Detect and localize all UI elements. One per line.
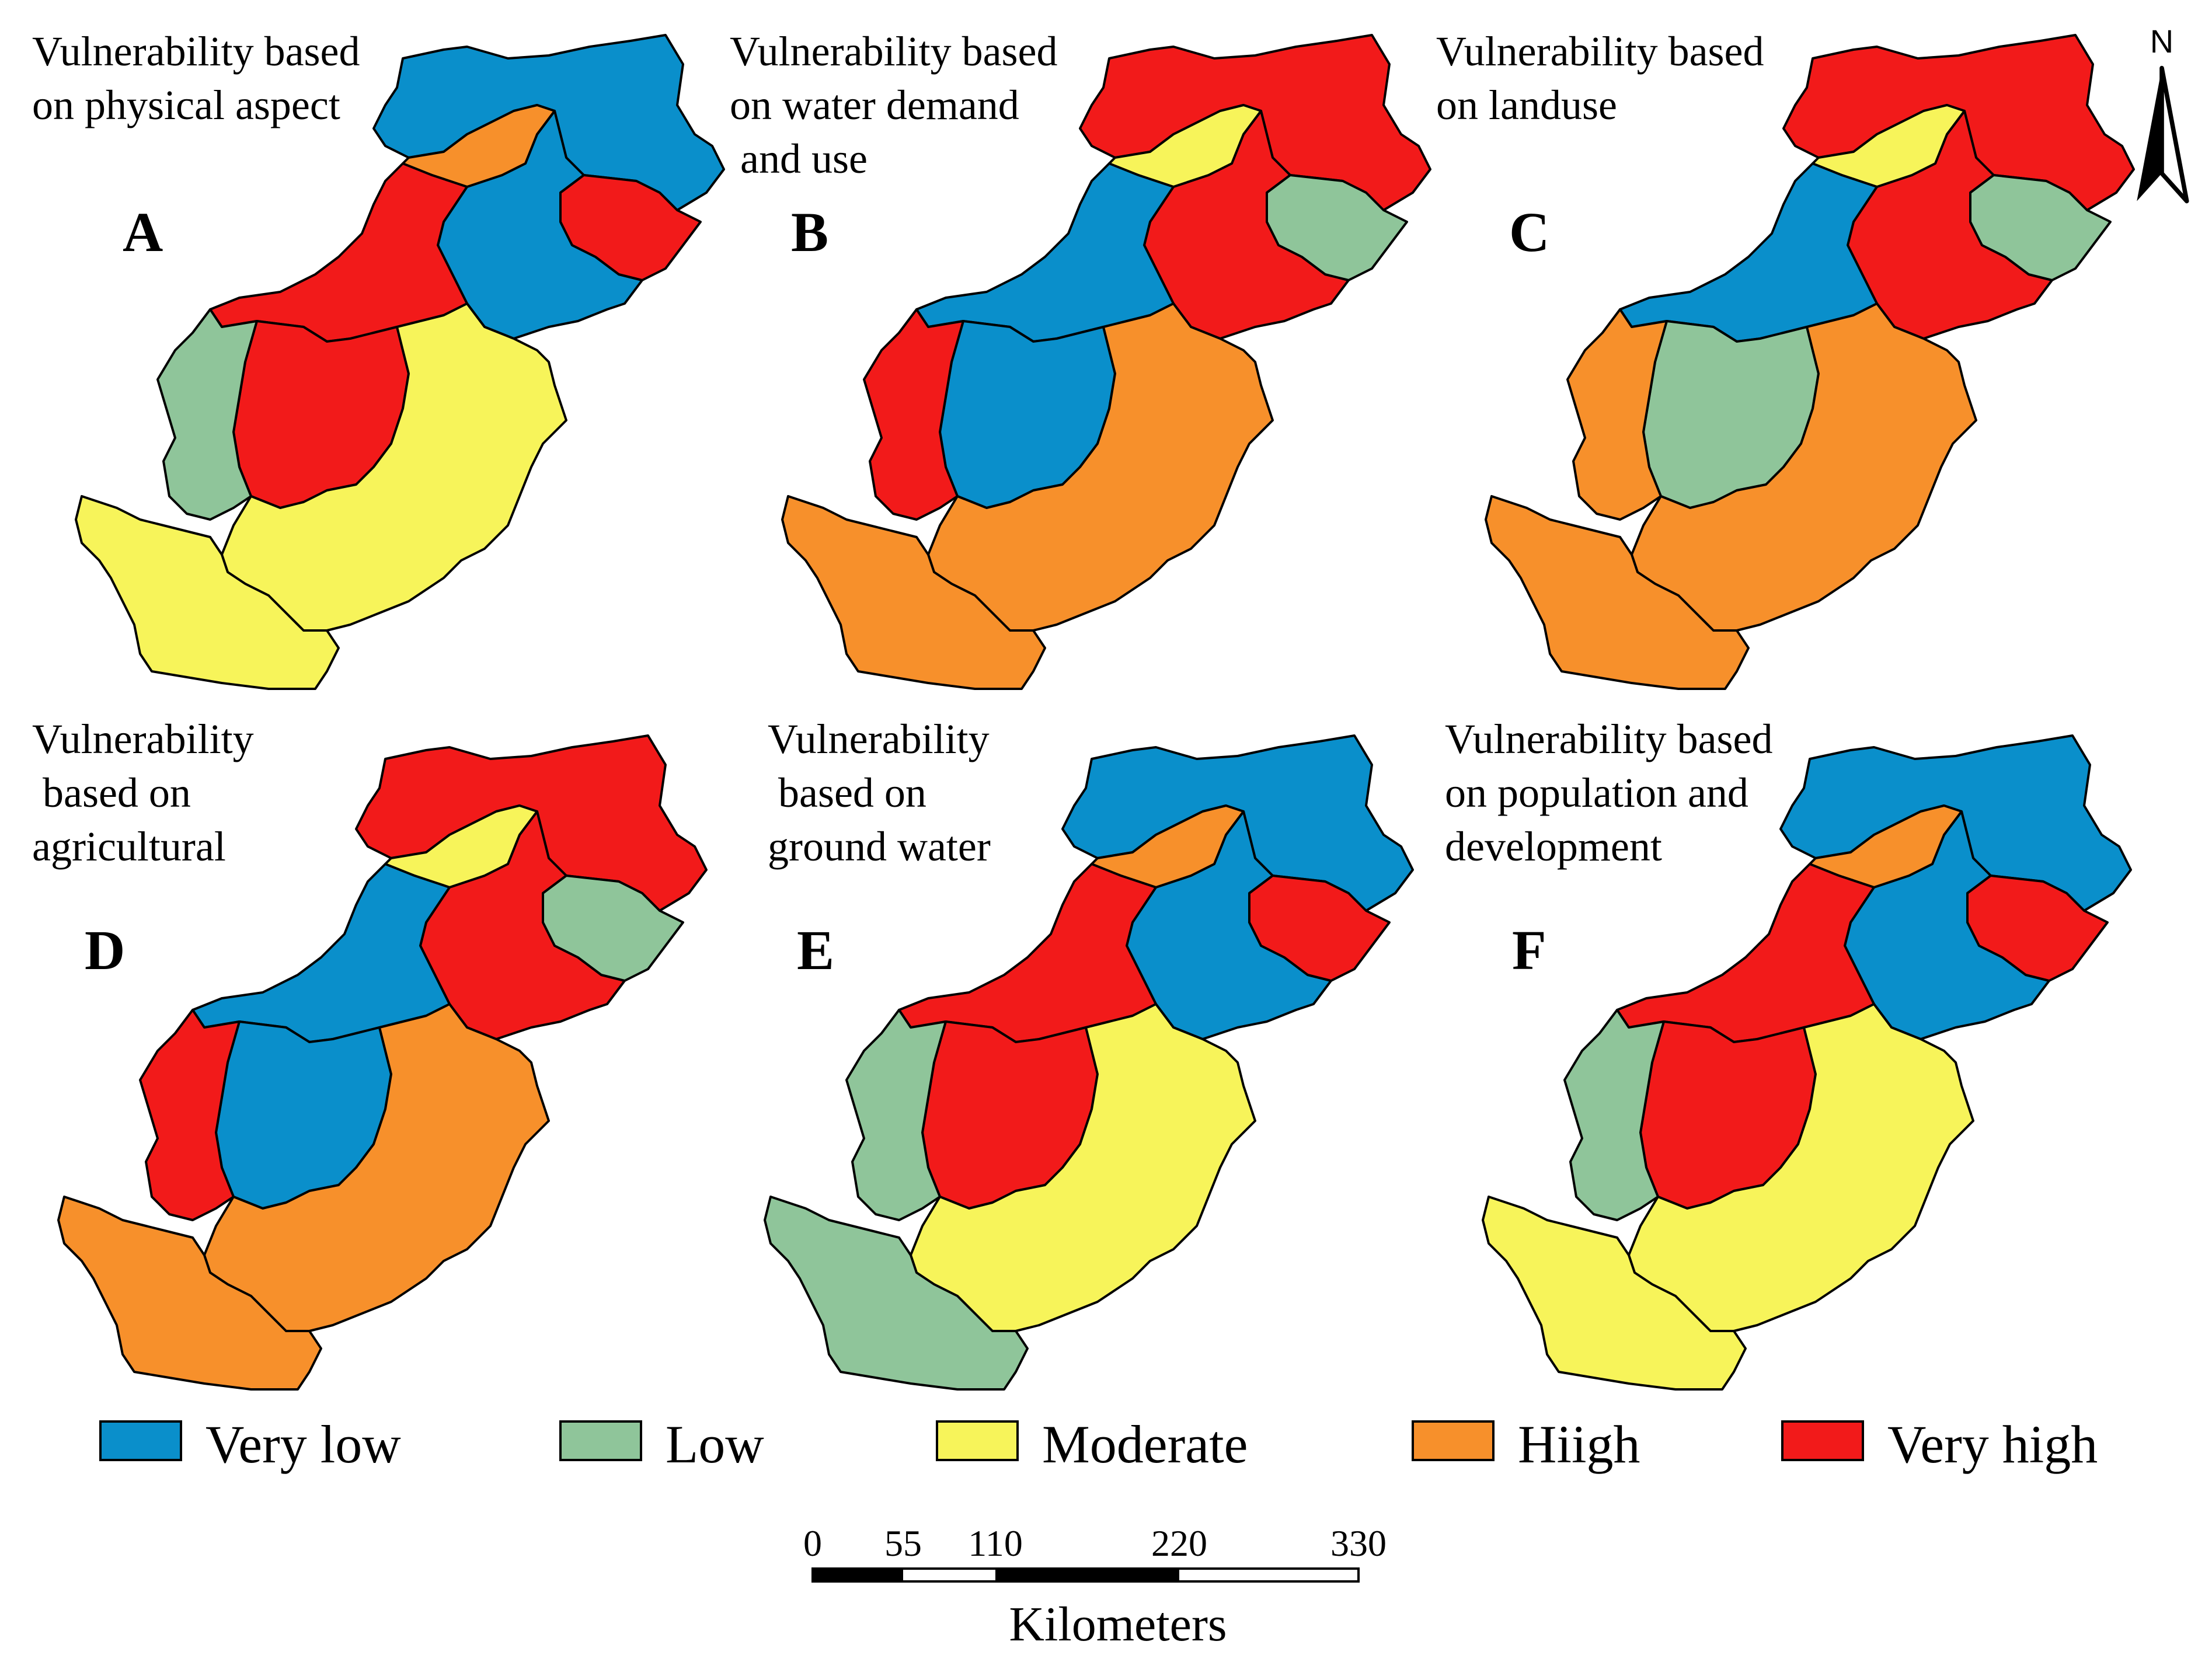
panel-b: Vulnerability based on water demand and u… bbox=[730, 28, 1431, 690]
panel-d: Vulnerability based on agricultural D bbox=[32, 716, 708, 1391]
district-south-east bbox=[927, 302, 1274, 632]
district-south-west bbox=[1485, 495, 1750, 690]
panel-title-line: Vulnerability bbox=[32, 716, 254, 762]
district-west-strip bbox=[139, 1009, 241, 1221]
district-mid bbox=[898, 863, 1157, 1043]
legend-label-high: Hiigh bbox=[1518, 1414, 1640, 1474]
panel-c-letter: C bbox=[1509, 201, 1549, 263]
district-east bbox=[1248, 874, 1391, 982]
panel-a-map bbox=[75, 34, 725, 690]
district-south-east bbox=[203, 1003, 550, 1332]
north-arrow: N bbox=[2137, 23, 2187, 201]
panel-title-line: development bbox=[1445, 823, 1662, 870]
district-mid bbox=[191, 863, 451, 1043]
district-south-west bbox=[1482, 1196, 1747, 1391]
scale-tick-label: 0 bbox=[803, 1522, 822, 1564]
panel-f-map bbox=[1482, 734, 2132, 1391]
district-mid bbox=[1616, 863, 1875, 1043]
panel-f: Vulnerability based on population and deve… bbox=[1445, 716, 2132, 1391]
panel-title-line: ground water bbox=[768, 823, 991, 870]
panel-d-map bbox=[57, 734, 708, 1391]
legend-label-very-low: Very low bbox=[205, 1414, 401, 1474]
panel-c-title: Vulnerability based on landuse bbox=[1436, 28, 1764, 128]
panel-title-line: Vulnerability based bbox=[1445, 716, 1773, 762]
legend-label-low: Low bbox=[666, 1414, 764, 1474]
scale-bar-segment bbox=[995, 1569, 1179, 1581]
district-mid bbox=[1619, 162, 1878, 343]
legend-swatch-very-low bbox=[99, 1420, 182, 1461]
panel-b-letter: B bbox=[791, 201, 828, 263]
scale-tick-label: 330 bbox=[1330, 1522, 1387, 1564]
legend-swatch-very-high bbox=[1781, 1420, 1864, 1461]
panel-e-title: Vulnerability based on ground water bbox=[768, 716, 991, 870]
scale-tick-label: 220 bbox=[1151, 1522, 1207, 1564]
panel-e-map bbox=[764, 734, 1414, 1391]
district-east bbox=[1966, 874, 2109, 982]
scale-tick-label: 110 bbox=[968, 1522, 1023, 1564]
district-mid bbox=[209, 162, 468, 343]
panel-title-line: Vulnerability based bbox=[32, 28, 360, 75]
panel-title-line: and use bbox=[730, 135, 868, 182]
legend-swatch-high bbox=[1412, 1420, 1495, 1461]
district-south-west bbox=[764, 1196, 1029, 1391]
panel-title-line: Vulnerability bbox=[768, 716, 990, 762]
district-south-west bbox=[75, 495, 340, 690]
district-east bbox=[1266, 174, 1408, 281]
district-west-strip bbox=[1566, 308, 1668, 521]
panel-a-title: Vulnerability based on physical aspect bbox=[32, 28, 360, 128]
panel-c: Vulnerability based on landuse C bbox=[1436, 28, 2135, 690]
district-south-east bbox=[910, 1003, 1256, 1332]
district-west-strip bbox=[845, 1009, 947, 1221]
district-east bbox=[542, 874, 684, 982]
north-arrow-icon bbox=[2137, 68, 2187, 201]
district-south-west bbox=[57, 1196, 322, 1391]
scale-tick-label: 55 bbox=[884, 1522, 922, 1564]
panel-title-line: on landuse bbox=[1436, 82, 1617, 128]
panel-e-letter: E bbox=[797, 919, 834, 981]
district-south-east bbox=[1628, 1003, 1974, 1332]
district-south-west bbox=[781, 495, 1046, 690]
panel-title-line: based on bbox=[32, 769, 191, 816]
district-east bbox=[559, 174, 702, 281]
panel-d-title: Vulnerability based on agricultural bbox=[32, 716, 254, 870]
panel-title-line: agricultural bbox=[32, 823, 226, 870]
legend: Very low Low Moderate Hiigh Very high bbox=[99, 1414, 2098, 1474]
district-south-east bbox=[221, 302, 567, 632]
legend-swatch-low bbox=[559, 1420, 642, 1461]
district-south-east bbox=[1631, 302, 1977, 632]
district-west-strip bbox=[156, 308, 258, 521]
panel-f-letter: F bbox=[1512, 919, 1546, 981]
scale-unit-label: Kilometers bbox=[1009, 1597, 1227, 1651]
panel-title-line: on water demand bbox=[730, 82, 1019, 128]
north-arrow-label: N bbox=[2150, 23, 2173, 60]
district-east bbox=[1969, 174, 2112, 281]
district-west-strip bbox=[863, 308, 964, 521]
panel-c-map bbox=[1485, 34, 2135, 690]
panel-a: Vulnerability based on physical aspect A bbox=[32, 28, 725, 690]
panel-d-letter: D bbox=[85, 919, 125, 981]
district-mid bbox=[915, 162, 1175, 343]
panel-e: Vulnerability based on ground water E bbox=[764, 716, 1414, 1391]
panel-title-line: on population and bbox=[1445, 769, 1748, 816]
legend-label-moderate: Moderate bbox=[1042, 1414, 1248, 1474]
panel-f-title: Vulnerability based on population and deve… bbox=[1445, 716, 1773, 870]
legend-label-very-high: Very high bbox=[1887, 1414, 2098, 1474]
panel-a-letter: A bbox=[123, 201, 163, 263]
panel-title-line: Vulnerability based bbox=[730, 28, 1058, 75]
scale-bar-segment bbox=[813, 1569, 903, 1581]
district-west-strip bbox=[1563, 1009, 1665, 1221]
panel-b-map bbox=[781, 34, 1431, 690]
panel-title-line: on physical aspect bbox=[32, 82, 340, 128]
panel-title-line: based on bbox=[768, 769, 926, 816]
legend-swatch-moderate bbox=[936, 1420, 1019, 1461]
scale-bar: 0 55 110 220 330 Kilometers bbox=[803, 1522, 1387, 1651]
panel-b-title: Vulnerability based on water demand and u… bbox=[730, 28, 1058, 182]
panel-title-line: Vulnerability based bbox=[1436, 28, 1764, 75]
